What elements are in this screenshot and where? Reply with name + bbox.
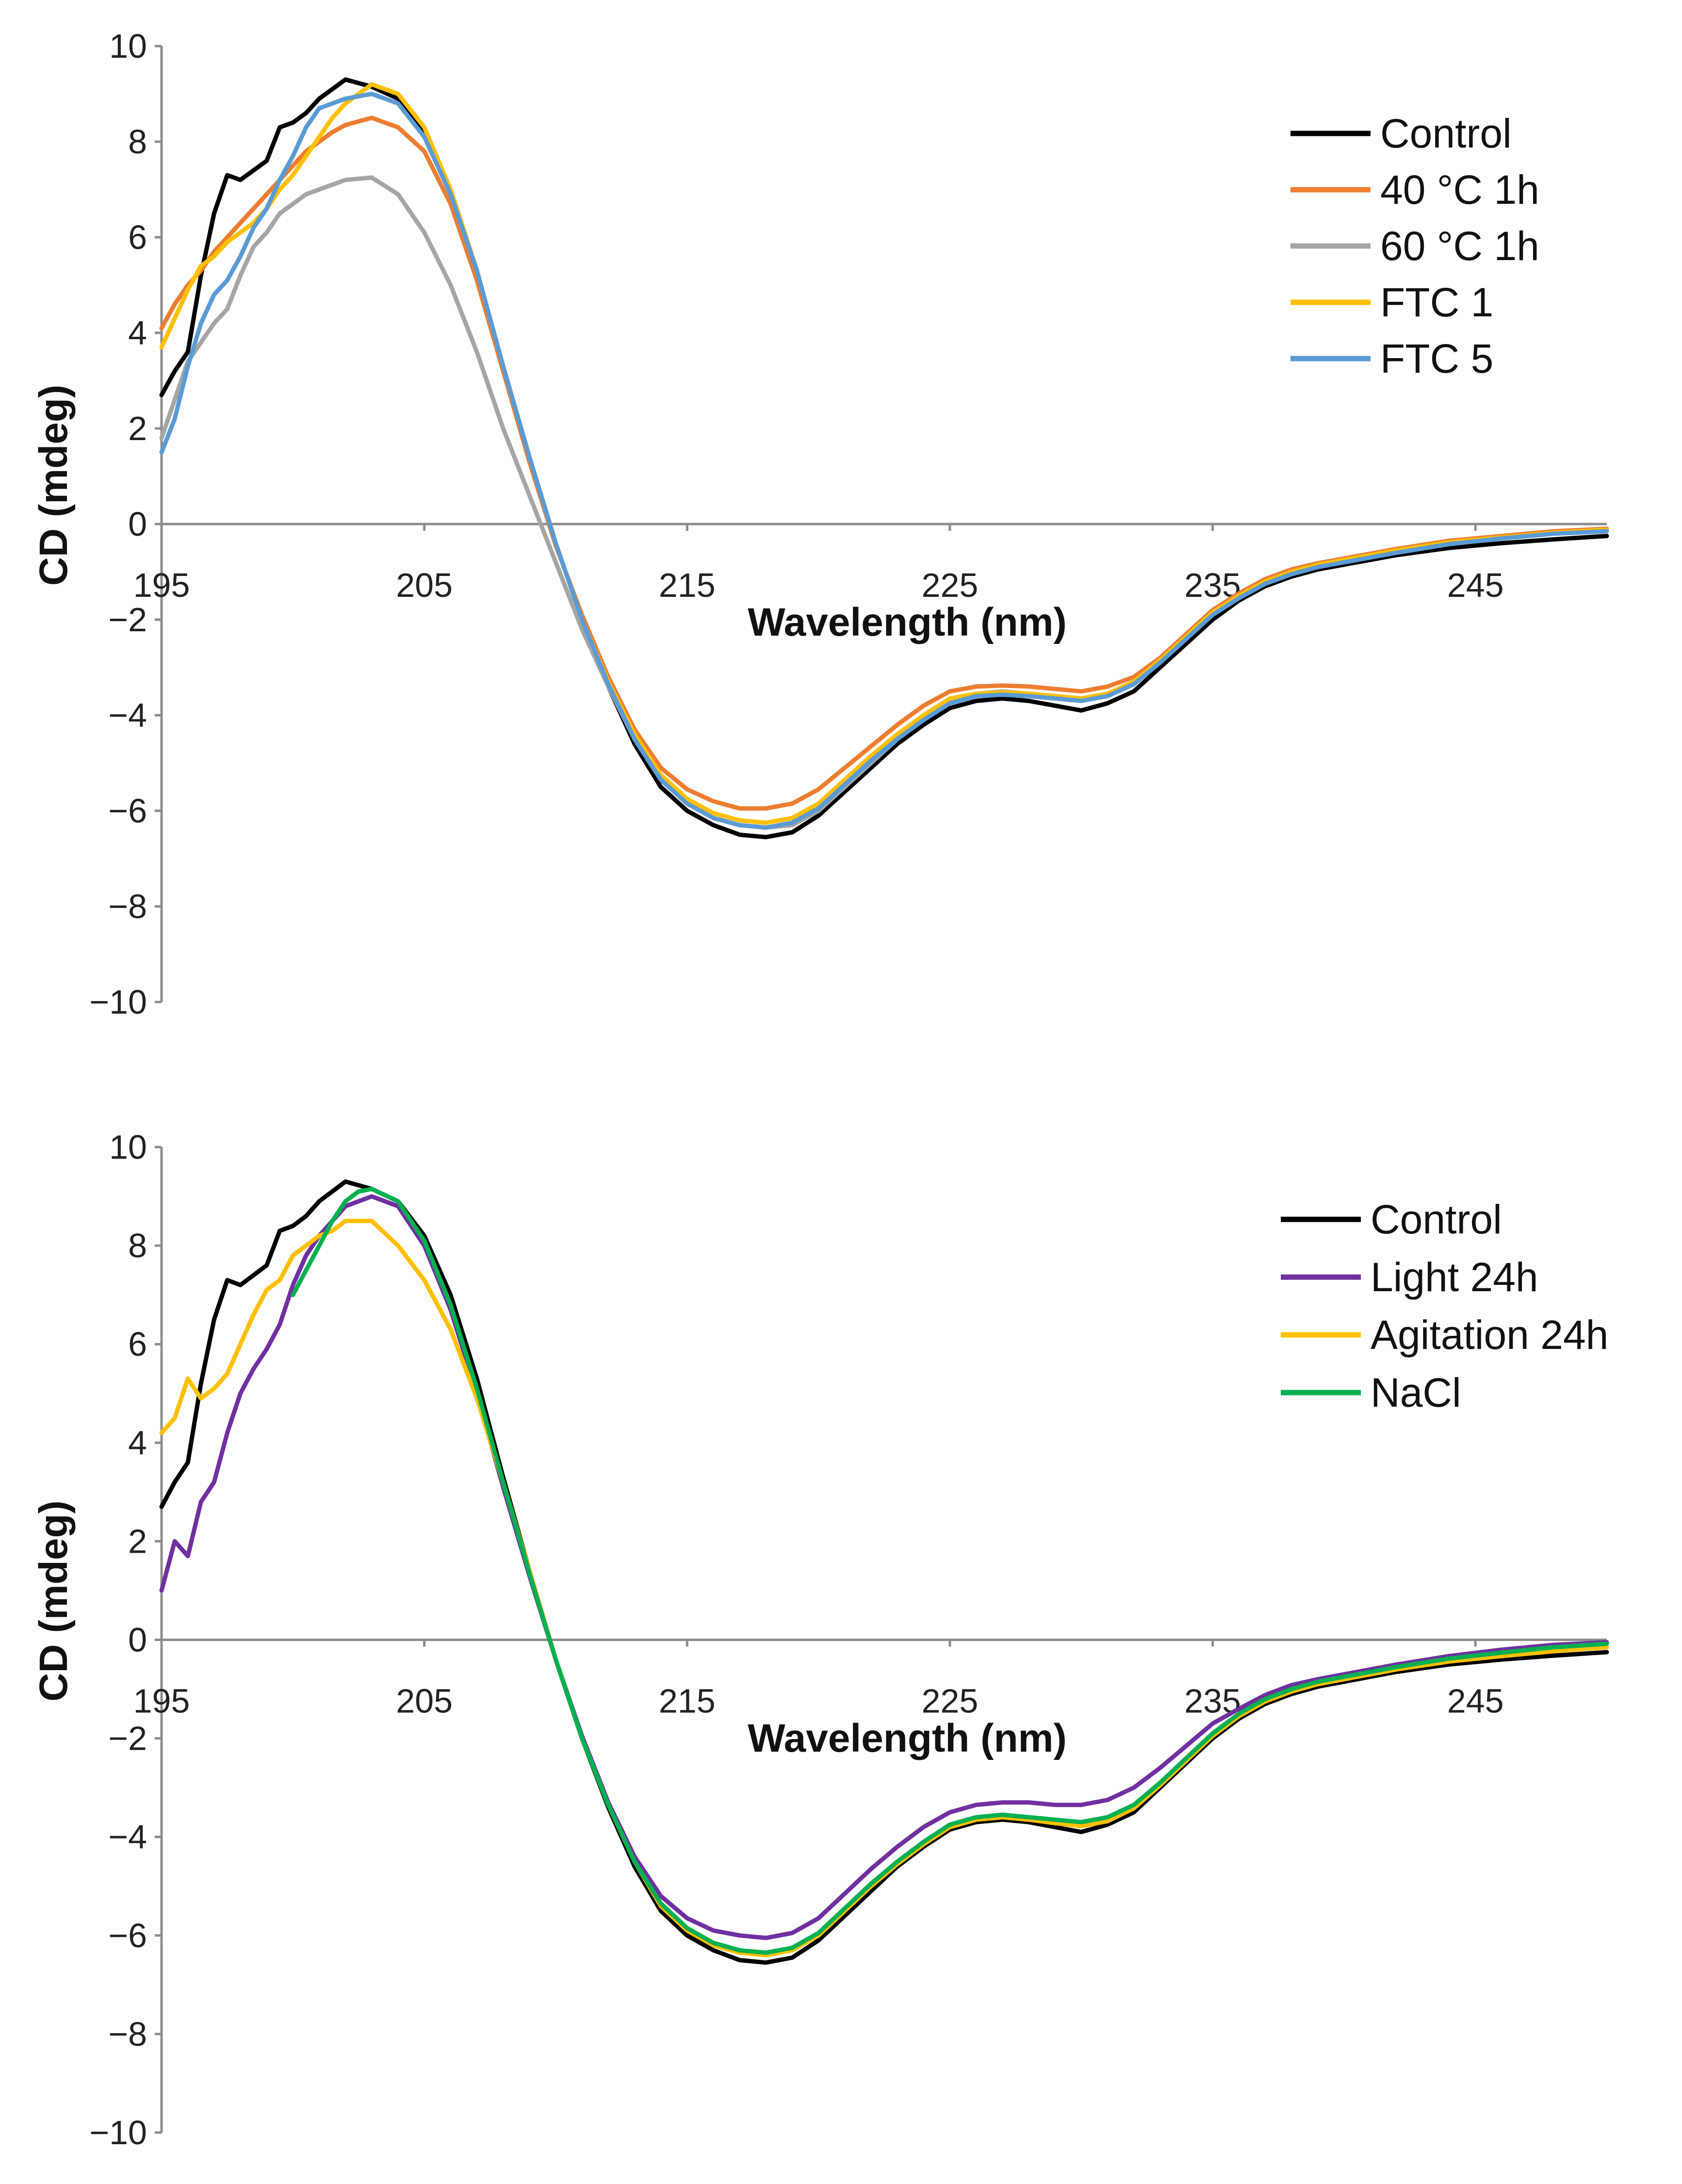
legend-label-ftc-1: FTC 1 — [1380, 279, 1493, 325]
legend: Control 40 °C 1h 60 °C 1h FTC 1 FTC 5 — [1290, 111, 1539, 381]
x-tick-label: 225 — [922, 1682, 979, 1720]
series-line-nacl — [291, 1186, 1609, 1955]
y-tick-label: 8 — [128, 123, 147, 161]
y-tick-label: −4 — [108, 696, 147, 734]
y-tick-label: 6 — [128, 218, 147, 256]
x-tick-label: 195 — [133, 566, 190, 604]
legend-label-control: Control — [1371, 1197, 1502, 1242]
legend-label-60-c-1h: 60 °C 1h — [1380, 223, 1539, 269]
y-tick-label: −2 — [108, 1720, 147, 1757]
legend-label-control: Control — [1380, 111, 1512, 156]
x-tick-label: 205 — [396, 1682, 453, 1720]
y-tick-label: 0 — [128, 1621, 147, 1659]
legend: Control Light 24h Agitation 24h NaCl — [1281, 1197, 1608, 1415]
series-line-ftc-5 — [159, 92, 1609, 830]
y-tick-label: 4 — [128, 314, 147, 352]
series-line-control — [159, 77, 1609, 839]
legend-label-ftc-5: FTC 5 — [1380, 336, 1493, 381]
y-tick-label: 2 — [128, 410, 147, 447]
legend-label-agitation-24h: Agitation 24h — [1371, 1312, 1608, 1358]
series-line-40-c-1h — [159, 115, 1609, 811]
y-axis-title: CD (mdeg) — [32, 385, 76, 586]
legend-label-40-c-1h: 40 °C 1h — [1380, 167, 1539, 213]
y-tick-label: −6 — [108, 1917, 147, 1954]
series-line-light-24h — [159, 1194, 1609, 1940]
legend-label-light-24h: Light 24h — [1371, 1254, 1538, 1300]
x-tick-label: 225 — [922, 566, 979, 604]
y-tick-label: −10 — [89, 983, 147, 1021]
x-tick-label: 215 — [659, 1682, 716, 1720]
x-tick-label: 195 — [133, 1682, 190, 1720]
y-tick-label: −8 — [108, 2015, 147, 2053]
legend-label-nacl: NaCl — [1371, 1370, 1461, 1415]
y-tick-label: 10 — [109, 1128, 147, 1166]
x-axis-title: Wavelength (nm) — [748, 600, 1067, 644]
x-tick-label: 215 — [659, 566, 716, 604]
y-tick-label: 8 — [128, 1227, 147, 1264]
y-tick-label: −4 — [108, 1818, 147, 1856]
y-tick-label: 6 — [128, 1325, 147, 1363]
y-tick-label: −8 — [108, 887, 147, 925]
y-axis-title: CD (mdeg) — [32, 1500, 76, 1702]
y-tick-label: 2 — [128, 1522, 147, 1560]
y-tick-label: 4 — [128, 1424, 147, 1461]
series-line-60-c-1h — [159, 175, 1609, 830]
x-tick-label: 245 — [1447, 1682, 1504, 1720]
x-axis-title: Wavelength (nm) — [748, 1716, 1067, 1760]
y-tick-label: 10 — [109, 27, 147, 65]
y-tick-label: 0 — [128, 505, 147, 543]
y-tick-label: −10 — [89, 2114, 147, 2151]
y-tick-label: −2 — [108, 601, 147, 639]
x-tick-label: 245 — [1447, 566, 1504, 604]
x-tick-label: 205 — [396, 566, 453, 604]
y-tick-label: −6 — [108, 792, 147, 830]
